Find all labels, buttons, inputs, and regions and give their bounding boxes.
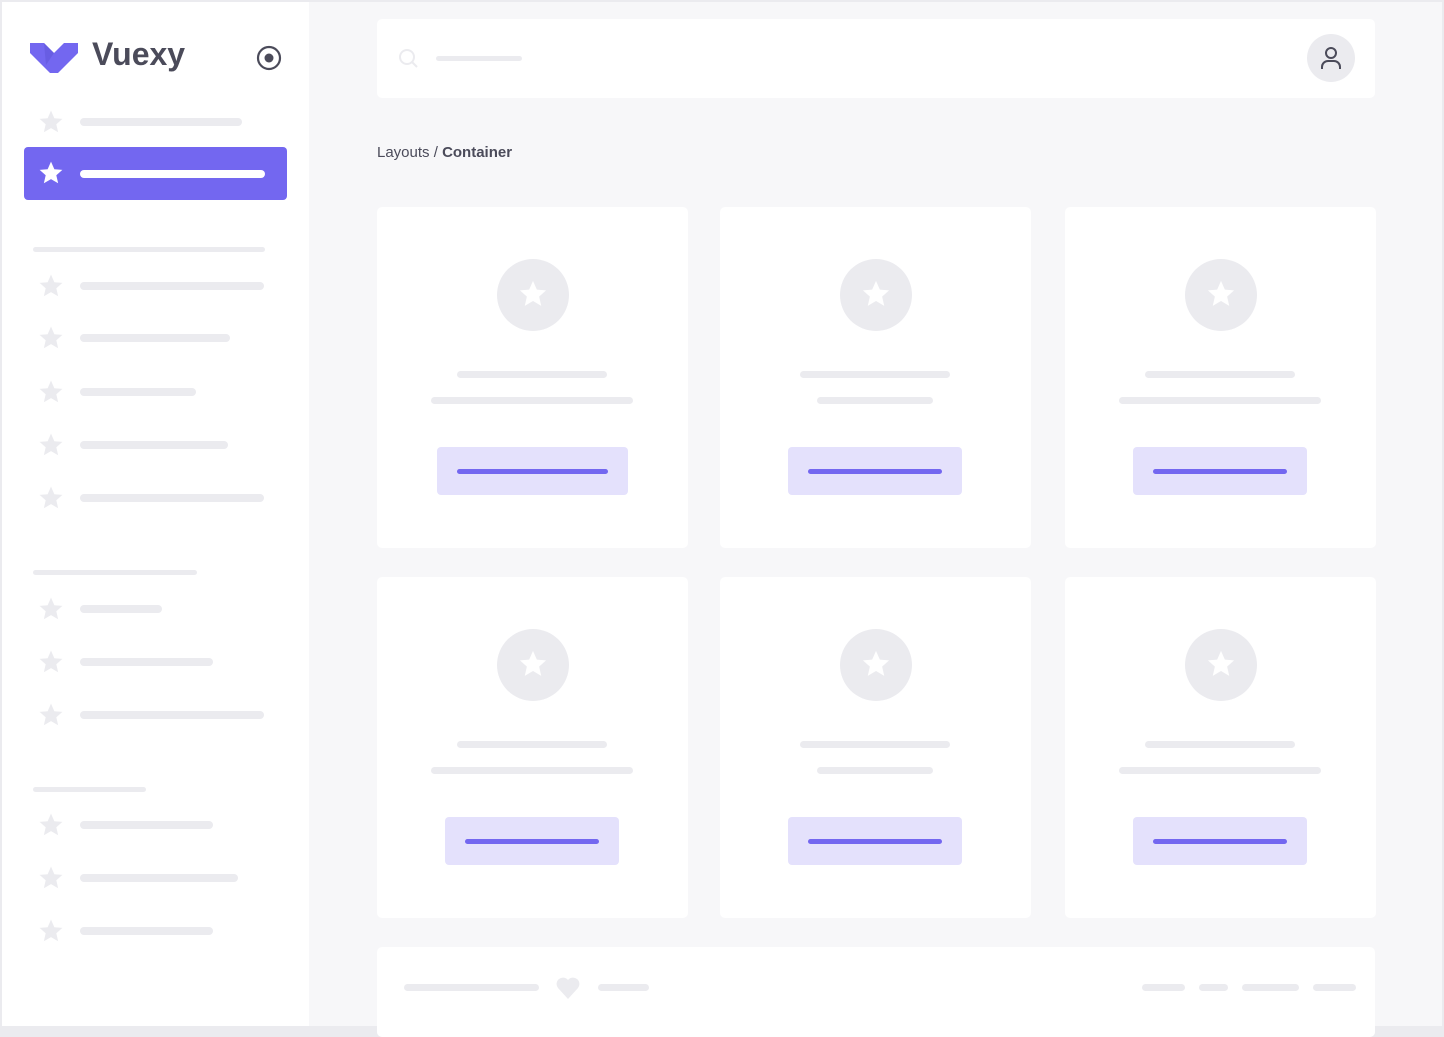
card-button[interactable] [1133,817,1307,865]
card-icon [496,629,569,701]
user-icon [1321,47,1341,69]
sidebar-item[interactable] [36,812,276,838]
card [720,577,1031,918]
sidebar-item[interactable] [36,649,276,675]
star-icon [39,919,63,942]
card-button[interactable] [1133,447,1307,495]
search-icon[interactable] [398,48,420,70]
sidebar-item[interactable] [36,379,276,405]
card-icon [1184,629,1257,701]
section-header [33,787,146,792]
card [1065,207,1376,548]
sidebar-item[interactable] [36,109,276,135]
star-icon [39,326,63,349]
sidebar-item[interactable] [36,918,276,944]
sidebar: Vuexy [2,2,309,1026]
star-icon [39,110,63,133]
footer [377,947,1375,1037]
sidebar-item-active[interactable] [24,147,287,200]
sidebar-item[interactable] [36,485,276,511]
card-button[interactable] [788,817,962,865]
breadcrumb-current: Container [442,144,513,161]
sidebar-item[interactable] [36,702,276,728]
star-icon [1207,650,1234,676]
heart-icon [556,977,580,999]
sidebar-item[interactable] [36,325,276,351]
card-button[interactable] [788,447,962,495]
card-icon [839,259,912,331]
user-avatar[interactable] [1307,34,1355,82]
footer-link[interactable] [1242,984,1299,991]
sidebar-item[interactable] [36,432,276,458]
footer-link[interactable] [1313,984,1356,991]
radio-circle-icon[interactable] [256,45,282,71]
footer-link[interactable] [1142,984,1185,991]
card-icon [839,629,912,701]
card-icon [496,259,569,331]
star-icon [39,433,63,456]
card-button[interactable] [445,817,619,865]
star-icon [39,486,63,509]
card-icon [1184,259,1257,331]
top-navbar [377,19,1375,98]
section-header [33,247,265,252]
sidebar-item[interactable] [36,865,276,891]
brand-name: Vuexy [92,36,186,72]
star-icon [39,274,63,297]
star-icon [39,813,63,836]
star-icon [39,380,63,403]
sidebar-item[interactable] [36,596,276,622]
star-icon [519,650,546,676]
star-icon [39,703,63,726]
sidebar-item[interactable] [36,273,276,299]
breadcrumb-separator: / [433,144,438,161]
card [1065,577,1376,918]
breadcrumb-parent[interactable]: Layouts [377,144,430,161]
star-icon [862,650,889,676]
card [377,207,688,548]
footer-link[interactable] [1199,984,1228,991]
star-icon [519,280,546,306]
card [377,577,688,918]
star-icon [39,161,63,184]
breadcrumb: Layouts / Container [377,144,512,161]
star-icon [862,280,889,306]
card [720,207,1031,548]
star-icon [39,597,63,620]
star-icon [39,650,63,673]
card-button[interactable] [436,447,628,495]
section-header [33,570,197,575]
search-input[interactable] [436,56,522,61]
star-icon [1207,280,1234,306]
star-icon [39,866,63,889]
vuexy-logo [30,43,78,73]
